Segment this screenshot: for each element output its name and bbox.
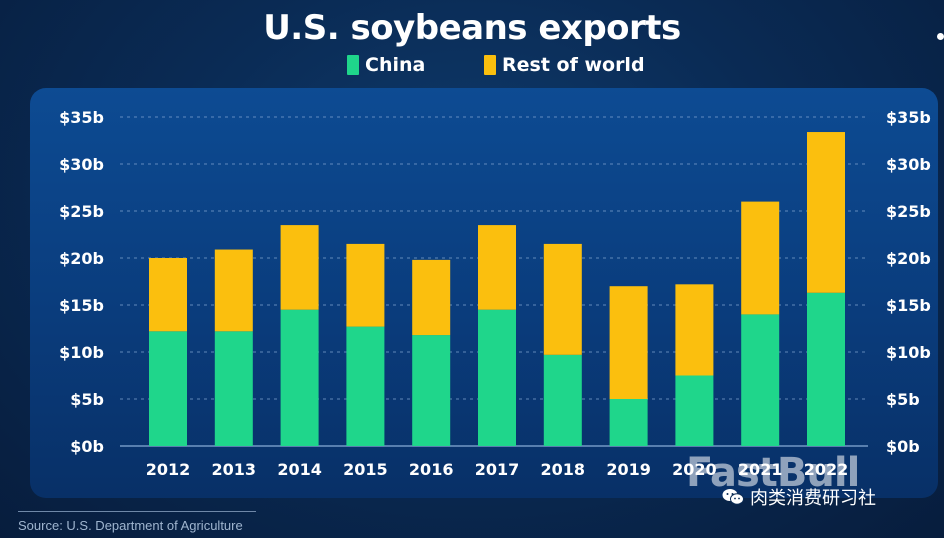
source-note: Source: U.S. Department of Agriculture [18, 518, 243, 533]
legend-label-rest-of-world: Rest of world [502, 54, 645, 76]
bar-rest-of-world [149, 258, 187, 332]
x-tick-label: 2012 [146, 460, 191, 479]
legend-swatch-rest-of-world [484, 55, 496, 75]
bar-china [741, 314, 780, 446]
fastbull-watermark: FastBull [686, 450, 860, 496]
bar-china [609, 399, 648, 446]
source-divider [18, 511, 256, 512]
y-tick-label-left: $0b [70, 437, 104, 456]
bar-rest-of-world [478, 225, 516, 310]
x-tick-label: 2014 [277, 460, 322, 479]
bar-china [280, 309, 319, 446]
y-tick-label-right: $20b [886, 249, 931, 268]
y-tick-label-left: $10b [59, 343, 104, 362]
x-tick-label: 2019 [606, 460, 651, 479]
y-tick-label-right: $0b [886, 437, 920, 456]
y-tick-label-right: $25b [886, 202, 931, 221]
bar-rest-of-world [346, 243, 385, 327]
bar-china [478, 309, 516, 446]
bar-china [807, 292, 845, 446]
y-tick-label-right: $30b [886, 155, 931, 174]
corner-dot [937, 33, 944, 40]
bar-china [149, 331, 187, 446]
y-tick-label-left: $30b [59, 155, 104, 174]
wechat-account-badge: 肉类消费研习社 [722, 484, 876, 510]
wechat-icon [722, 489, 744, 505]
x-tick-label: 2016 [409, 460, 454, 479]
bar-china [214, 331, 253, 446]
y-tick-label-left: $5b [70, 390, 104, 409]
bar-rest-of-world [675, 284, 714, 376]
legend-item-china: China [347, 54, 425, 76]
bar-china [543, 354, 582, 446]
y-tick-label-left: $25b [59, 202, 104, 221]
x-tick-label: 2017 [475, 460, 520, 479]
bar-rest-of-world [214, 249, 253, 332]
bar-rest-of-world [412, 259, 451, 336]
x-tick-label: 2020 [672, 460, 717, 479]
chart-title: U.S. soybeans exports [263, 8, 681, 48]
legend-item-rest-of-world: Rest of world [484, 54, 645, 76]
y-tick-label-left: $20b [59, 249, 104, 268]
bar-china [346, 326, 385, 446]
x-tick-label: 2013 [212, 460, 257, 479]
x-tick-label: 2018 [541, 460, 586, 479]
x-tick-label: 2015 [343, 460, 388, 479]
x-tick-label: 2022 [804, 460, 849, 479]
y-tick-label-right: $10b [886, 343, 931, 362]
bar-rest-of-world [741, 201, 780, 315]
y-tick-label-right: $15b [886, 296, 931, 315]
y-tick-label-left: $15b [59, 296, 104, 315]
bar-rest-of-world [807, 132, 845, 293]
wechat-account-name: 肉类消费研习社 [750, 488, 876, 509]
bar-china [675, 375, 714, 446]
bar-china [412, 335, 451, 446]
bar-rest-of-world [543, 243, 582, 355]
y-tick-label-right: $35b [886, 108, 931, 127]
y-tick-label-right: $5b [886, 390, 920, 409]
bar-rest-of-world [609, 286, 648, 399]
x-tick-label: 2021 [738, 460, 783, 479]
legend-swatch-china [347, 55, 359, 75]
y-tick-label-left: $35b [59, 108, 104, 127]
bar-rest-of-world [280, 225, 319, 310]
legend-label-china: China [365, 54, 426, 76]
